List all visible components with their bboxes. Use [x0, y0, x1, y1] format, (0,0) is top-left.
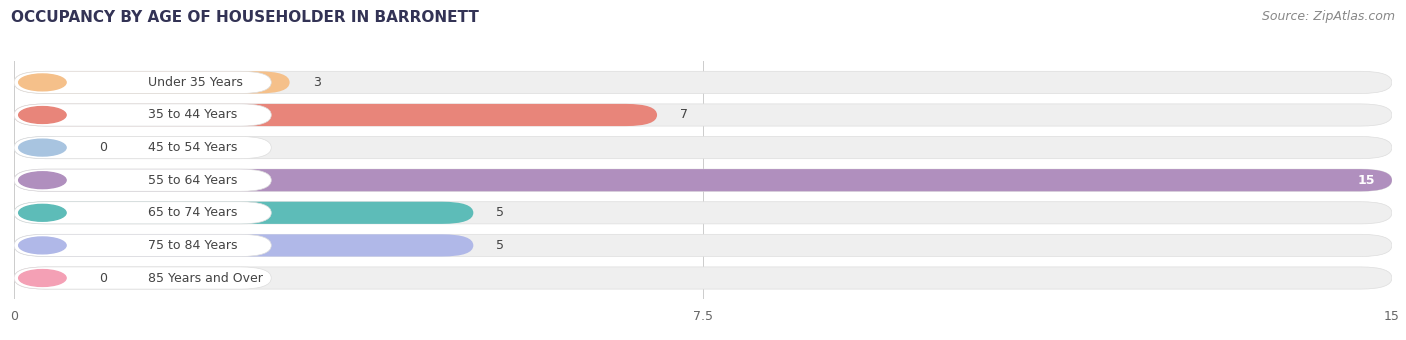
Text: 75 to 84 Years: 75 to 84 Years [148, 239, 238, 252]
FancyBboxPatch shape [14, 169, 1392, 191]
FancyBboxPatch shape [14, 234, 271, 256]
Text: 35 to 44 Years: 35 to 44 Years [148, 108, 238, 121]
FancyBboxPatch shape [14, 267, 76, 289]
Circle shape [18, 172, 66, 189]
FancyBboxPatch shape [14, 71, 1392, 94]
FancyBboxPatch shape [14, 104, 1392, 126]
FancyBboxPatch shape [14, 137, 271, 159]
FancyBboxPatch shape [14, 202, 271, 224]
Text: 55 to 64 Years: 55 to 64 Years [148, 174, 238, 187]
FancyBboxPatch shape [14, 202, 1392, 224]
FancyBboxPatch shape [14, 169, 271, 191]
Text: 3: 3 [312, 76, 321, 89]
FancyBboxPatch shape [14, 104, 271, 126]
Circle shape [18, 106, 66, 123]
FancyBboxPatch shape [14, 202, 474, 224]
FancyBboxPatch shape [14, 71, 290, 94]
Text: 5: 5 [496, 239, 505, 252]
Circle shape [18, 74, 66, 91]
FancyBboxPatch shape [14, 104, 657, 126]
Text: 45 to 54 Years: 45 to 54 Years [148, 141, 238, 154]
Text: 65 to 74 Years: 65 to 74 Years [148, 206, 238, 219]
Text: 5: 5 [496, 206, 505, 219]
Text: 0: 0 [100, 141, 107, 154]
FancyBboxPatch shape [14, 267, 271, 289]
FancyBboxPatch shape [14, 267, 1392, 289]
Text: 7: 7 [681, 108, 688, 121]
Text: Source: ZipAtlas.com: Source: ZipAtlas.com [1261, 10, 1395, 23]
Text: 0: 0 [100, 272, 107, 285]
FancyBboxPatch shape [14, 234, 1392, 256]
Circle shape [18, 204, 66, 221]
FancyBboxPatch shape [14, 169, 1392, 191]
Circle shape [18, 270, 66, 286]
FancyBboxPatch shape [14, 234, 474, 256]
Circle shape [18, 139, 66, 156]
Text: 15: 15 [1358, 174, 1375, 187]
FancyBboxPatch shape [14, 137, 76, 159]
Text: Under 35 Years: Under 35 Years [148, 76, 243, 89]
Circle shape [18, 237, 66, 254]
FancyBboxPatch shape [14, 137, 1392, 159]
FancyBboxPatch shape [14, 71, 271, 94]
Text: OCCUPANCY BY AGE OF HOUSEHOLDER IN BARRONETT: OCCUPANCY BY AGE OF HOUSEHOLDER IN BARRO… [11, 10, 479, 25]
Text: 85 Years and Over: 85 Years and Over [148, 272, 263, 285]
